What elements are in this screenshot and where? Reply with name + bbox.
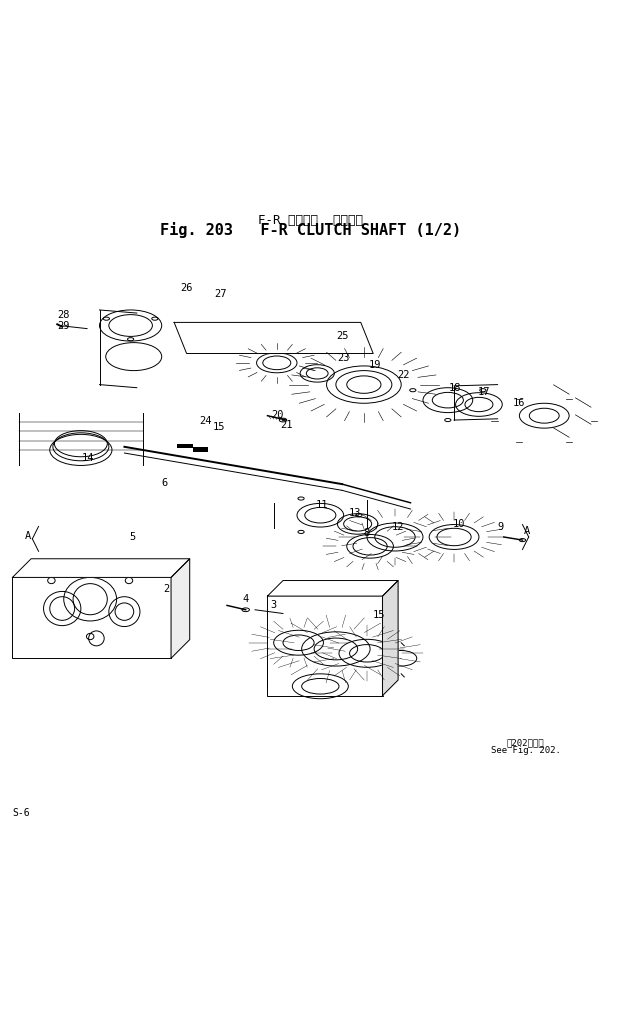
Text: 23: 23	[338, 353, 350, 363]
Text: 第202図参照: 第202図参照	[507, 738, 544, 746]
Text: 25: 25	[336, 330, 348, 340]
Text: 6: 6	[162, 478, 168, 488]
Bar	[267, 596, 383, 696]
Polygon shape	[174, 323, 373, 355]
Text: 15: 15	[373, 609, 386, 619]
Text: 24: 24	[199, 416, 211, 426]
Text: 21: 21	[281, 420, 293, 429]
Text: 28: 28	[57, 310, 70, 320]
Text: 9: 9	[498, 522, 504, 531]
Text: 3: 3	[271, 600, 277, 609]
Polygon shape	[12, 559, 190, 578]
Text: 5: 5	[129, 531, 136, 541]
Text: 4: 4	[243, 593, 249, 603]
Text: 10: 10	[453, 519, 465, 529]
Text: A: A	[524, 525, 530, 535]
Text: 22: 22	[397, 370, 409, 380]
Bar	[12, 578, 171, 658]
Text: 2: 2	[163, 584, 169, 593]
Text: 16: 16	[513, 397, 526, 408]
Polygon shape	[171, 559, 190, 658]
Text: 19: 19	[369, 360, 381, 370]
Text: 29: 29	[57, 321, 70, 331]
Text: 15: 15	[213, 422, 225, 432]
Text: A: A	[25, 531, 31, 541]
Text: 17: 17	[478, 386, 490, 396]
Text: 26: 26	[180, 283, 193, 292]
Text: Fig. 203   F-R CLUTCH SHAFT (1/2): Fig. 203 F-R CLUTCH SHAFT (1/2)	[160, 222, 462, 237]
Text: 20: 20	[271, 410, 284, 420]
Text: See Fig. 202.: See Fig. 202.	[491, 745, 560, 754]
Text: F-R クラッチ  シャフト: F-R クラッチ シャフト	[259, 214, 363, 227]
Text: 12: 12	[392, 522, 404, 531]
Polygon shape	[267, 581, 398, 596]
Text: 8: 8	[364, 528, 370, 538]
Text: 27: 27	[215, 289, 227, 299]
Text: 11: 11	[316, 499, 328, 510]
Bar	[177, 444, 193, 448]
Text: 13: 13	[349, 507, 361, 518]
Text: 18: 18	[449, 382, 462, 392]
Polygon shape	[383, 581, 398, 696]
Text: 14: 14	[82, 453, 95, 463]
Bar	[193, 448, 208, 452]
Text: S-6: S-6	[12, 807, 30, 817]
